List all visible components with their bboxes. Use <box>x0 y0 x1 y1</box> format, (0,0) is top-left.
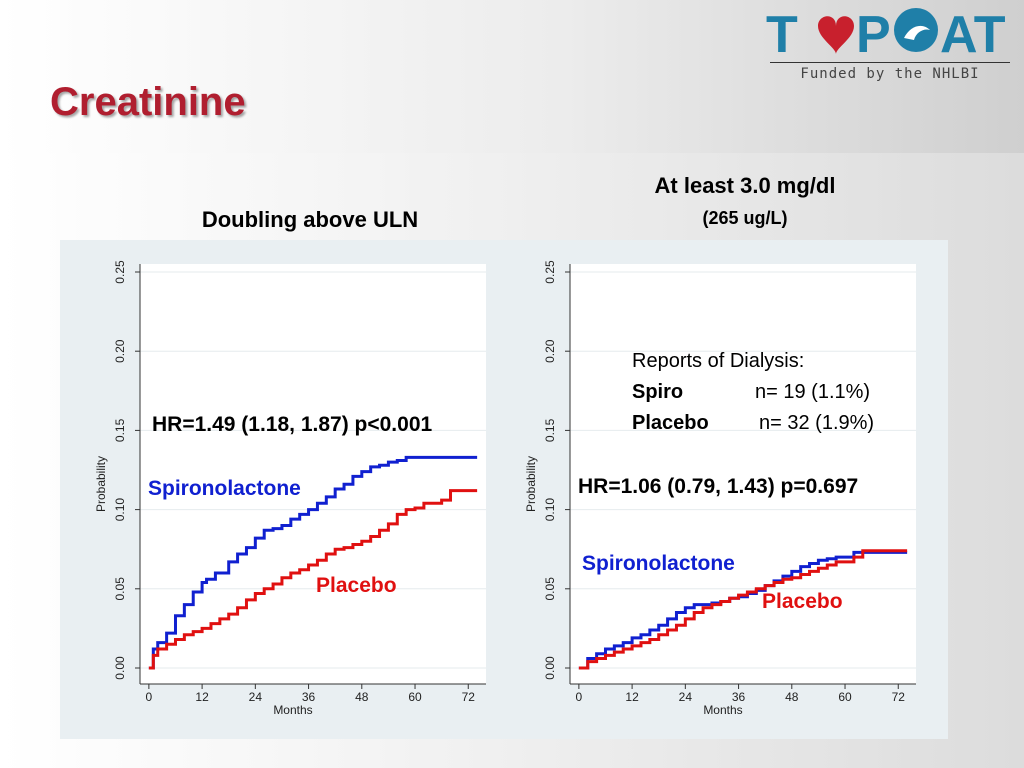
legend-label-spiro-left: Spironolactone <box>148 477 301 500</box>
dialysis-spiro-value: n= 19 (1.1%) <box>755 381 871 403</box>
x-tick-label: 0 <box>146 690 153 704</box>
y-tick-label: 0.00 <box>113 656 127 680</box>
dialysis-spiro-label: Spiro <box>632 381 684 403</box>
y-axis-label: Probability <box>524 456 538 512</box>
hr-annotation-right: HR=1.06 (0.79, 1.43) p=0.697 <box>578 475 859 498</box>
logo-wordmark: T P AT <box>766 6 1006 60</box>
y-tick-label: 0.10 <box>113 498 127 522</box>
series-line-placebo <box>148 489 478 670</box>
svg-text:T: T <box>766 6 798 60</box>
y-tick-label: 0.05 <box>113 577 127 601</box>
topcat-logo: T P AT Funded by the NHLBI <box>764 4 1016 86</box>
y-tick-label: 0.00 <box>543 656 557 680</box>
y-axis-label: Probability <box>94 456 108 512</box>
y-tick-label: 0.15 <box>543 418 557 442</box>
dialysis-placebo-value: n= 32 (1.9%) <box>759 412 875 434</box>
x-tick-label: 48 <box>355 690 369 704</box>
x-tick-label: 12 <box>625 690 639 704</box>
header-band: Creatinine T P AT Funded by the NHLBI <box>0 0 1024 153</box>
x-tick-label: 72 <box>462 690 476 704</box>
svg-text:AT: AT <box>940 6 1006 60</box>
dialysis-placebo-row: Placebo n= 32 (1.9%) <box>632 412 874 435</box>
x-tick-label: 0 <box>576 690 583 704</box>
x-tick-label: 24 <box>249 690 263 704</box>
x-axis-label: Months <box>703 703 742 717</box>
legend-label-placebo-left: Placebo <box>316 574 397 597</box>
x-axis-label: Months <box>273 703 312 717</box>
x-tick-label: 12 <box>195 690 209 704</box>
series-line-spironolactone <box>148 455 478 670</box>
chart-subtitle-threshold: (265 ug/L) <box>702 208 788 228</box>
legend-label-placebo-right: Placebo <box>762 590 843 613</box>
dialysis-spiro-row: Spiro n= 19 (1.1%) <box>632 381 870 404</box>
km-charts-svg: 0.00 0.05 0.10 0.15 0.20 0.25 0 12 24 36 48 60 72 Mon… <box>94 260 916 717</box>
x-tick-label: 60 <box>838 690 852 704</box>
x-tick-label: 60 <box>408 690 422 704</box>
series-line-placebo <box>578 549 908 670</box>
slide-title: Creatinine <box>50 80 246 124</box>
chart-title-threshold: At least 3.0 mg/dl <box>654 173 836 198</box>
logo-subtitle: Funded by the NHLBI <box>800 66 980 82</box>
y-tick-label: 0.05 <box>543 577 557 601</box>
y-tick-label: 0.25 <box>113 260 127 284</box>
y-tick-label: 0.20 <box>113 339 127 363</box>
plot-area <box>140 264 486 684</box>
y-tick-label: 0.25 <box>543 260 557 284</box>
x-tick-label: 24 <box>679 690 693 704</box>
x-tick-label: 72 <box>892 690 906 704</box>
legend-label-spiro-right: Spironolactone <box>582 552 735 575</box>
x-tick-label: 36 <box>732 690 746 704</box>
y-tick-label: 0.15 <box>113 418 127 442</box>
y-tick-label: 0.20 <box>543 339 557 363</box>
heart-icon <box>818 16 854 54</box>
chart-title-doubling: Doubling above ULN <box>201 207 419 232</box>
svg-text:P: P <box>856 6 891 60</box>
slide-content: Doubling above ULN At least 3.0 mg/dl (2… <box>0 153 1024 768</box>
x-tick-label: 36 <box>302 690 316 704</box>
dialysis-heading: Reports of Dialysis: <box>632 350 805 372</box>
dialysis-placebo-label: Placebo <box>632 412 709 434</box>
y-tick-label: 0.10 <box>543 498 557 522</box>
hr-annotation-left: HR=1.49 (1.18, 1.87) p<0.001 <box>152 413 433 436</box>
logo-divider <box>770 62 1010 63</box>
x-tick-label: 48 <box>785 690 799 704</box>
plot-area <box>570 264 916 684</box>
